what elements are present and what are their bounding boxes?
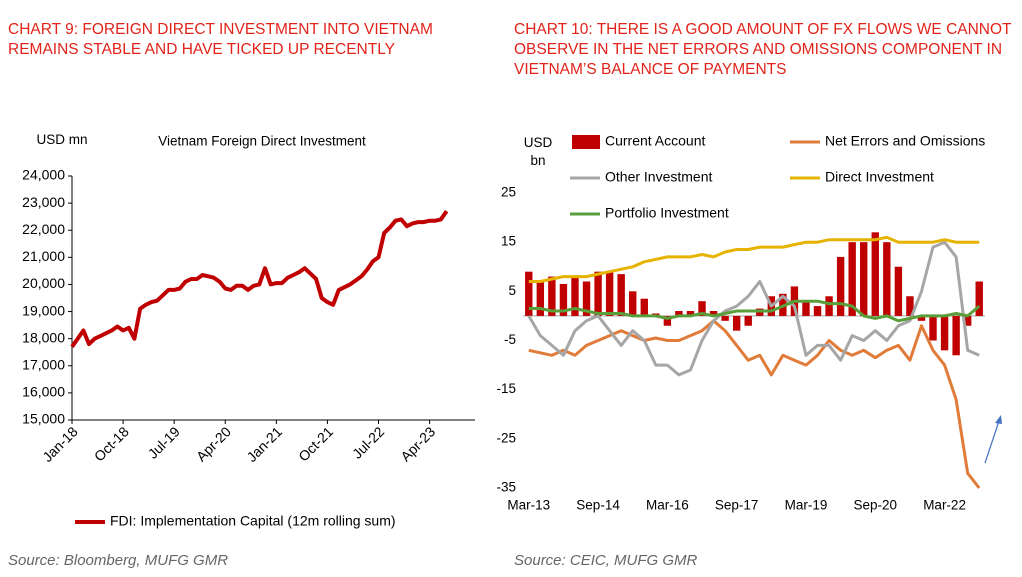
bar — [883, 242, 891, 316]
bar — [952, 315, 960, 356]
y-axis-label: USD mn — [36, 132, 88, 147]
bar — [594, 271, 602, 316]
x-tick-label: Apr-23 — [397, 423, 438, 464]
bar — [825, 296, 833, 316]
bar — [860, 242, 868, 316]
bar — [582, 281, 591, 316]
line — [527, 240, 980, 377]
bar — [721, 315, 729, 321]
bar — [686, 311, 695, 316]
bar — [963, 315, 972, 326]
chart-title: CHART 9: FOREIGN DIRECT INVESTMENT INTO … — [8, 21, 433, 58]
y-tick-label: 15,000 — [22, 411, 65, 427]
y-axis-label: USD bn — [523, 135, 553, 168]
y-tick-label: -35 — [496, 480, 516, 495]
legend-label: FDI: Implementation Capital (12m rolling… — [110, 513, 396, 529]
y-tick-label: 17,000 — [22, 356, 65, 372]
x-tick-label: Sep-20 — [854, 498, 898, 513]
bar — [894, 266, 903, 316]
bar — [525, 271, 533, 316]
y-tick-label: 18,000 — [22, 329, 65, 345]
bar — [617, 274, 625, 316]
bar — [559, 283, 568, 316]
y-tick-label: 5 — [508, 283, 516, 298]
legend-label: Other Investment — [605, 169, 712, 185]
bar — [744, 315, 752, 326]
x-tick-label: Oct-18 — [91, 423, 132, 464]
y-tick-label: -5 — [504, 332, 516, 347]
legend-swatch — [572, 135, 600, 149]
chart-subtitle: Vietnam Foreign Direct Investment — [158, 134, 366, 149]
legend-label: Net Errors and Omissions — [825, 133, 985, 149]
line — [70, 210, 449, 348]
bar — [917, 315, 926, 321]
bar — [709, 311, 718, 316]
x-tick-label: Oct-21 — [295, 423, 336, 464]
y-tick-label: 19,000 — [22, 302, 65, 318]
x-tick-label: Jul-19 — [145, 423, 183, 461]
bar — [536, 281, 545, 316]
bar — [663, 315, 672, 326]
bar — [906, 296, 914, 316]
bar — [675, 311, 683, 316]
y-tick-label: -25 — [496, 430, 516, 445]
y-tick-label: 23,000 — [22, 194, 65, 210]
bar — [802, 301, 810, 316]
legend-label: Current Account — [605, 133, 705, 149]
y-tick-label: 25 — [501, 185, 516, 200]
y-tick-label: 20,000 — [22, 275, 65, 291]
legend-label: Portfolio Investment — [605, 205, 729, 221]
chart-title: CHART 10: THERE IS A GOOD AMOUNT OF FX F… — [514, 21, 1012, 78]
bar — [640, 298, 648, 316]
bar — [698, 301, 706, 316]
line — [528, 319, 981, 489]
y-tick-label: -15 — [496, 381, 516, 396]
bar — [629, 291, 637, 316]
x-tick-label: Mar-19 — [785, 498, 828, 513]
x-tick-label: Mar-22 — [923, 498, 966, 513]
source: Source: CEIC, MUFG GMR — [514, 552, 698, 569]
bar — [940, 315, 949, 351]
bar — [571, 276, 579, 316]
x-tick-label: Mar-13 — [507, 498, 550, 513]
bar — [605, 271, 614, 316]
y-tick-label: 22,000 — [22, 221, 65, 237]
bar — [548, 276, 556, 316]
x-tick-label: Mar-16 — [646, 498, 689, 513]
y-tick-label: 21,000 — [22, 248, 65, 264]
legend-label: Direct Investment — [825, 169, 934, 185]
source: Source: Bloomberg, MUFG GMR — [8, 552, 229, 569]
bar — [836, 256, 845, 316]
x-tick-label: Jan-21 — [243, 423, 285, 465]
bar — [975, 281, 983, 316]
bar — [871, 232, 879, 316]
x-tick-label: Jul-22 — [349, 423, 387, 461]
bar — [848, 242, 856, 316]
x-tick-label: Jan-18 — [39, 423, 81, 465]
bar — [732, 315, 741, 331]
line — [528, 299, 981, 323]
x-tick-label: Sep-14 — [576, 498, 620, 513]
bar — [929, 315, 937, 341]
y-tick-label: 16,000 — [22, 384, 65, 400]
annotation-arrow — [984, 415, 1002, 464]
line — [528, 235, 980, 283]
x-tick-label: Apr-20 — [193, 423, 234, 464]
bar — [813, 306, 822, 316]
y-tick-label: 24,000 — [22, 167, 65, 183]
y-tick-label: 15 — [501, 234, 516, 249]
x-tick-label: Sep-17 — [715, 498, 759, 513]
